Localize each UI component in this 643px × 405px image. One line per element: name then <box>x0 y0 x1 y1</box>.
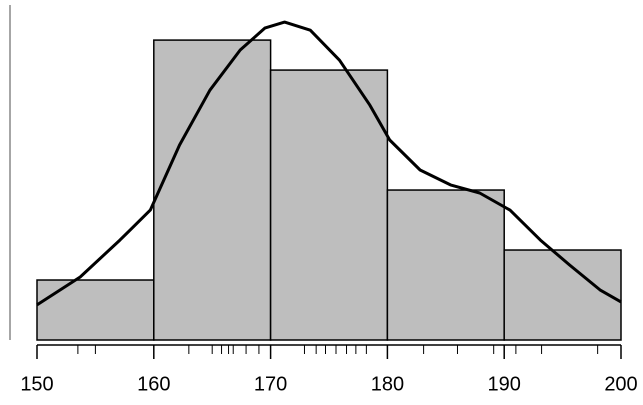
x-tick-label: 180 <box>371 373 404 395</box>
bar <box>153 39 272 341</box>
bar <box>386 189 505 341</box>
x-tick-label: 200 <box>604 373 637 395</box>
x-tick-label: 150 <box>20 373 53 395</box>
x-tick-label: 160 <box>137 373 170 395</box>
bar <box>269 69 389 341</box>
x-tick-label: 190 <box>488 373 521 395</box>
bar <box>503 249 622 341</box>
density-curve <box>36 20 622 307</box>
bar <box>36 279 155 341</box>
x-tick-label: 170 <box>254 373 287 395</box>
